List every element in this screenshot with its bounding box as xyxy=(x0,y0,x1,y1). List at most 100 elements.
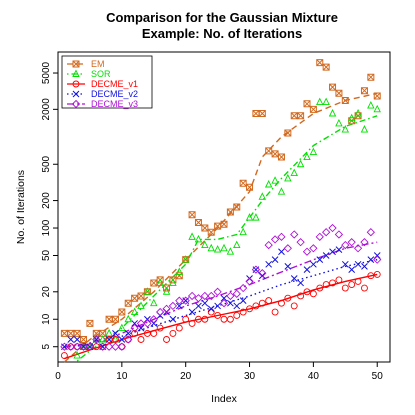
data-point-em xyxy=(137,292,145,300)
data-point-em xyxy=(303,100,311,108)
data-point-sor xyxy=(239,227,247,236)
data-point-em xyxy=(207,228,215,236)
data-point-decme_v3 xyxy=(124,335,133,344)
data-point-decme_v2 xyxy=(118,336,126,343)
data-point-decme_v3 xyxy=(322,228,331,237)
legend-marker-em xyxy=(72,60,80,68)
data-point-sor xyxy=(130,307,139,315)
data-point-em xyxy=(131,294,139,302)
data-point-decme_v2 xyxy=(303,266,311,273)
data-point-decme_v1 xyxy=(316,284,324,292)
data-point-decme_v3 xyxy=(156,307,165,317)
data-point-sor xyxy=(150,298,158,307)
y-tick-label: 500 xyxy=(41,155,52,172)
data-point-sor xyxy=(79,342,88,350)
data-point-decme_v2 xyxy=(297,279,304,287)
data-point-decme_v2 xyxy=(278,248,285,256)
legend-label-decme_v2: DECME_v2 xyxy=(91,89,138,99)
data-point-decme_v2 xyxy=(367,256,375,264)
data-point-decme_v3 xyxy=(66,342,75,351)
data-point-decme_v3 xyxy=(200,291,209,301)
data-point-em xyxy=(143,288,151,296)
data-point-decme_v1 xyxy=(290,302,298,310)
x-tick-label: 40 xyxy=(308,371,320,382)
data-point-em xyxy=(188,211,196,219)
y-tick-label: 100 xyxy=(41,219,52,236)
data-point-em xyxy=(226,208,234,216)
data-point-sor xyxy=(328,108,337,117)
data-point-em xyxy=(316,59,324,67)
x-tick-label: 10 xyxy=(116,371,128,382)
data-point-decme_v3 xyxy=(341,240,350,250)
data-point-decme_v3 xyxy=(296,238,305,247)
data-point-decme_v2 xyxy=(124,330,132,337)
data-point-em xyxy=(220,220,228,228)
data-point-decme_v3 xyxy=(187,291,197,301)
data-point-decme_v1 xyxy=(335,276,343,284)
data-point-decme_v2 xyxy=(348,266,356,273)
data-point-em xyxy=(73,329,81,337)
data-point-em xyxy=(201,224,209,232)
data-point-sor xyxy=(360,125,369,133)
data-point-decme_v1 xyxy=(226,315,234,323)
y-tick-label: 2000 xyxy=(41,98,52,121)
data-point-decme_v2 xyxy=(284,263,292,270)
data-point-decme_v3 xyxy=(149,315,158,324)
data-point-sor xyxy=(137,301,145,309)
data-point-decme_v2 xyxy=(341,260,349,268)
y-axis: 5 10 20 50 100 200 500 2000 5000 xyxy=(41,61,58,350)
data-point-decme_v2 xyxy=(182,297,190,304)
data-point-sor xyxy=(284,173,292,182)
data-point-decme_v2 xyxy=(271,256,279,264)
data-point-sor xyxy=(271,176,279,184)
data-point-sor xyxy=(188,232,196,240)
data-point-decme_v3 xyxy=(270,235,280,244)
data-point-decme_v3 xyxy=(117,342,126,351)
y-tick-label: 20 xyxy=(41,286,52,298)
data-point-decme_v1 xyxy=(169,329,177,337)
data-point-sor xyxy=(213,245,222,253)
data-point-sor xyxy=(252,213,260,221)
data-point-decme_v1 xyxy=(278,299,285,307)
data-point-decme_v2 xyxy=(150,320,158,327)
data-point-decme_v2 xyxy=(214,302,221,310)
data-point-em xyxy=(246,183,254,191)
data-point-decme_v3 xyxy=(219,299,229,308)
data-point-decme_v2 xyxy=(335,246,343,253)
data-point-decme_v3 xyxy=(207,291,216,301)
data-point-em xyxy=(277,153,285,161)
data-point-decme_v3 xyxy=(232,289,241,298)
data-point-sor xyxy=(264,179,273,188)
legend-marker-decme_v1 xyxy=(72,80,80,88)
data-point-decme_v1 xyxy=(207,308,215,316)
data-point-decme_v2 xyxy=(354,260,362,268)
series-decme_v2 xyxy=(61,246,381,351)
data-point-decme_v2 xyxy=(188,308,196,316)
data-point-decme_v2 xyxy=(361,263,368,270)
data-point-decme_v3 xyxy=(194,294,203,303)
data-point-decme_v3 xyxy=(373,255,382,264)
x-tick-label: 20 xyxy=(180,371,192,382)
data-point-sor xyxy=(258,192,267,200)
data-point-decme_v3 xyxy=(315,232,324,242)
data-point-decme_v3 xyxy=(366,228,375,237)
data-point-decme_v2 xyxy=(227,299,234,307)
data-point-sor xyxy=(201,240,209,249)
data-point-sor xyxy=(207,243,215,252)
data-point-decme_v3 xyxy=(258,269,267,278)
data-point-sor xyxy=(367,101,375,109)
data-point-sor xyxy=(162,287,171,295)
data-point-decme_v3 xyxy=(73,342,82,351)
data-point-em xyxy=(214,222,222,230)
data-point-em xyxy=(329,83,337,91)
data-point-decme_v1 xyxy=(112,336,119,343)
series-sor xyxy=(73,97,381,359)
data-point-em xyxy=(290,112,298,120)
data-point-sor xyxy=(86,342,94,350)
data-point-sor xyxy=(156,278,164,286)
data-point-sor xyxy=(341,125,350,133)
data-point-em xyxy=(60,329,68,337)
data-point-decme_v2 xyxy=(233,302,241,310)
data-point-decme_v1 xyxy=(118,343,126,351)
